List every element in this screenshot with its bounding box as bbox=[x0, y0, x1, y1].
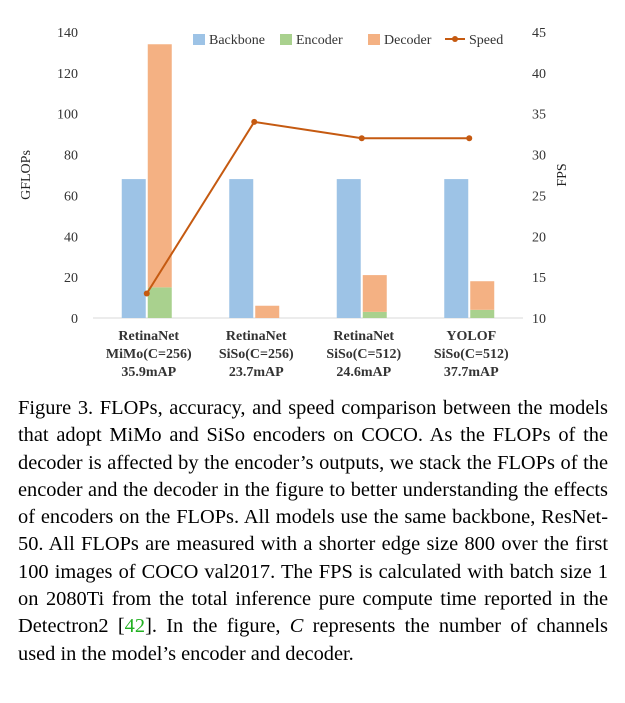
bar-backbone bbox=[121, 179, 146, 318]
y2-axis-title: FPS bbox=[555, 163, 570, 186]
bar-decoder bbox=[362, 275, 387, 312]
y-tick-label: 140 bbox=[57, 26, 78, 41]
speed-point bbox=[251, 118, 258, 125]
category-label: 37.7mAP bbox=[444, 365, 499, 380]
category-label: 23.7mAP bbox=[229, 365, 284, 380]
bar-decoder bbox=[255, 305, 280, 318]
y-tick-label: 40 bbox=[64, 230, 78, 245]
category-label: SiSo(C=256) bbox=[219, 347, 294, 362]
legend-label: Encoder bbox=[296, 33, 343, 48]
category-label: SiSo(C=512) bbox=[434, 347, 509, 362]
category-label: 35.9mAP bbox=[121, 365, 176, 380]
y2-tick-label: 25 bbox=[532, 189, 546, 204]
caption-text-middle: ]. In the figure, bbox=[145, 615, 290, 638]
speed-point bbox=[466, 135, 473, 142]
category-label: RetinaNet bbox=[118, 329, 179, 344]
bar-backbone bbox=[336, 179, 361, 318]
speed-point bbox=[358, 135, 365, 142]
bar-encoder bbox=[147, 287, 172, 318]
y-tick-label: 120 bbox=[57, 67, 78, 82]
y2-tick-label: 20 bbox=[532, 230, 546, 245]
chart-area: 0 20 40 60 80 100 120 140 10 15 20 25 30 35 40 45 GFLOPs… bbox=[19, 26, 570, 380]
y-tick-label: 80 bbox=[64, 149, 78, 164]
category-label: RetinaNet bbox=[333, 329, 394, 344]
y2-tick-label: 10 bbox=[532, 312, 546, 327]
category-label: RetinaNet bbox=[226, 329, 287, 344]
legend-label: Backbone bbox=[209, 33, 265, 48]
category-label: YOLOF bbox=[446, 329, 496, 344]
figure-caption: Figure 3. FLOPs, accuracy, and speed com… bbox=[18, 395, 608, 668]
caption-text: Figure 3. FLOPs, accuracy, and speed com… bbox=[18, 397, 608, 638]
y-axis-title: GFLOPs bbox=[19, 150, 34, 200]
category-label: MiMo(C=256) bbox=[106, 347, 192, 362]
y2-tick-label: 40 bbox=[532, 67, 546, 82]
speed-line bbox=[145, 120, 470, 295]
bar-backbone bbox=[229, 179, 254, 318]
bar-encoder bbox=[362, 311, 387, 318]
y-tick-label: 0 bbox=[71, 312, 78, 327]
bar-decoder bbox=[470, 281, 495, 310]
y-tick-label: 60 bbox=[64, 189, 78, 204]
y-tick-label: 100 bbox=[57, 108, 78, 123]
category-label: 24.6mAP bbox=[336, 365, 391, 380]
legend-swatch bbox=[280, 34, 292, 45]
y2-tick-label: 35 bbox=[532, 108, 546, 123]
flops-speed-chart: 0 20 40 60 80 100 120 140 10 15 20 25 30 35 40 45 GFLOPs… bbox=[19, 26, 570, 380]
legend-swatch-marker bbox=[452, 36, 458, 42]
bar-encoder bbox=[470, 309, 495, 318]
caption-text-end: represents the number of channels used i… bbox=[18, 615, 608, 665]
y2-tick-label: 30 bbox=[532, 149, 546, 164]
caption-variable: C bbox=[289, 615, 304, 638]
y2-tick-label: 15 bbox=[532, 271, 546, 286]
speed-point bbox=[143, 290, 150, 297]
legend-swatch bbox=[368, 34, 380, 45]
bar-decoder bbox=[147, 44, 172, 288]
legend-label: Decoder bbox=[384, 33, 432, 48]
legend-swatch bbox=[193, 34, 205, 45]
category-label: SiSo(C=512) bbox=[326, 347, 401, 362]
caption-reference[interactable]: 42 bbox=[124, 615, 146, 638]
legend-label: Speed bbox=[469, 33, 503, 48]
y2-tick-label: 45 bbox=[532, 26, 546, 41]
y-tick-label: 20 bbox=[64, 271, 78, 286]
bar-backbone bbox=[444, 179, 469, 318]
